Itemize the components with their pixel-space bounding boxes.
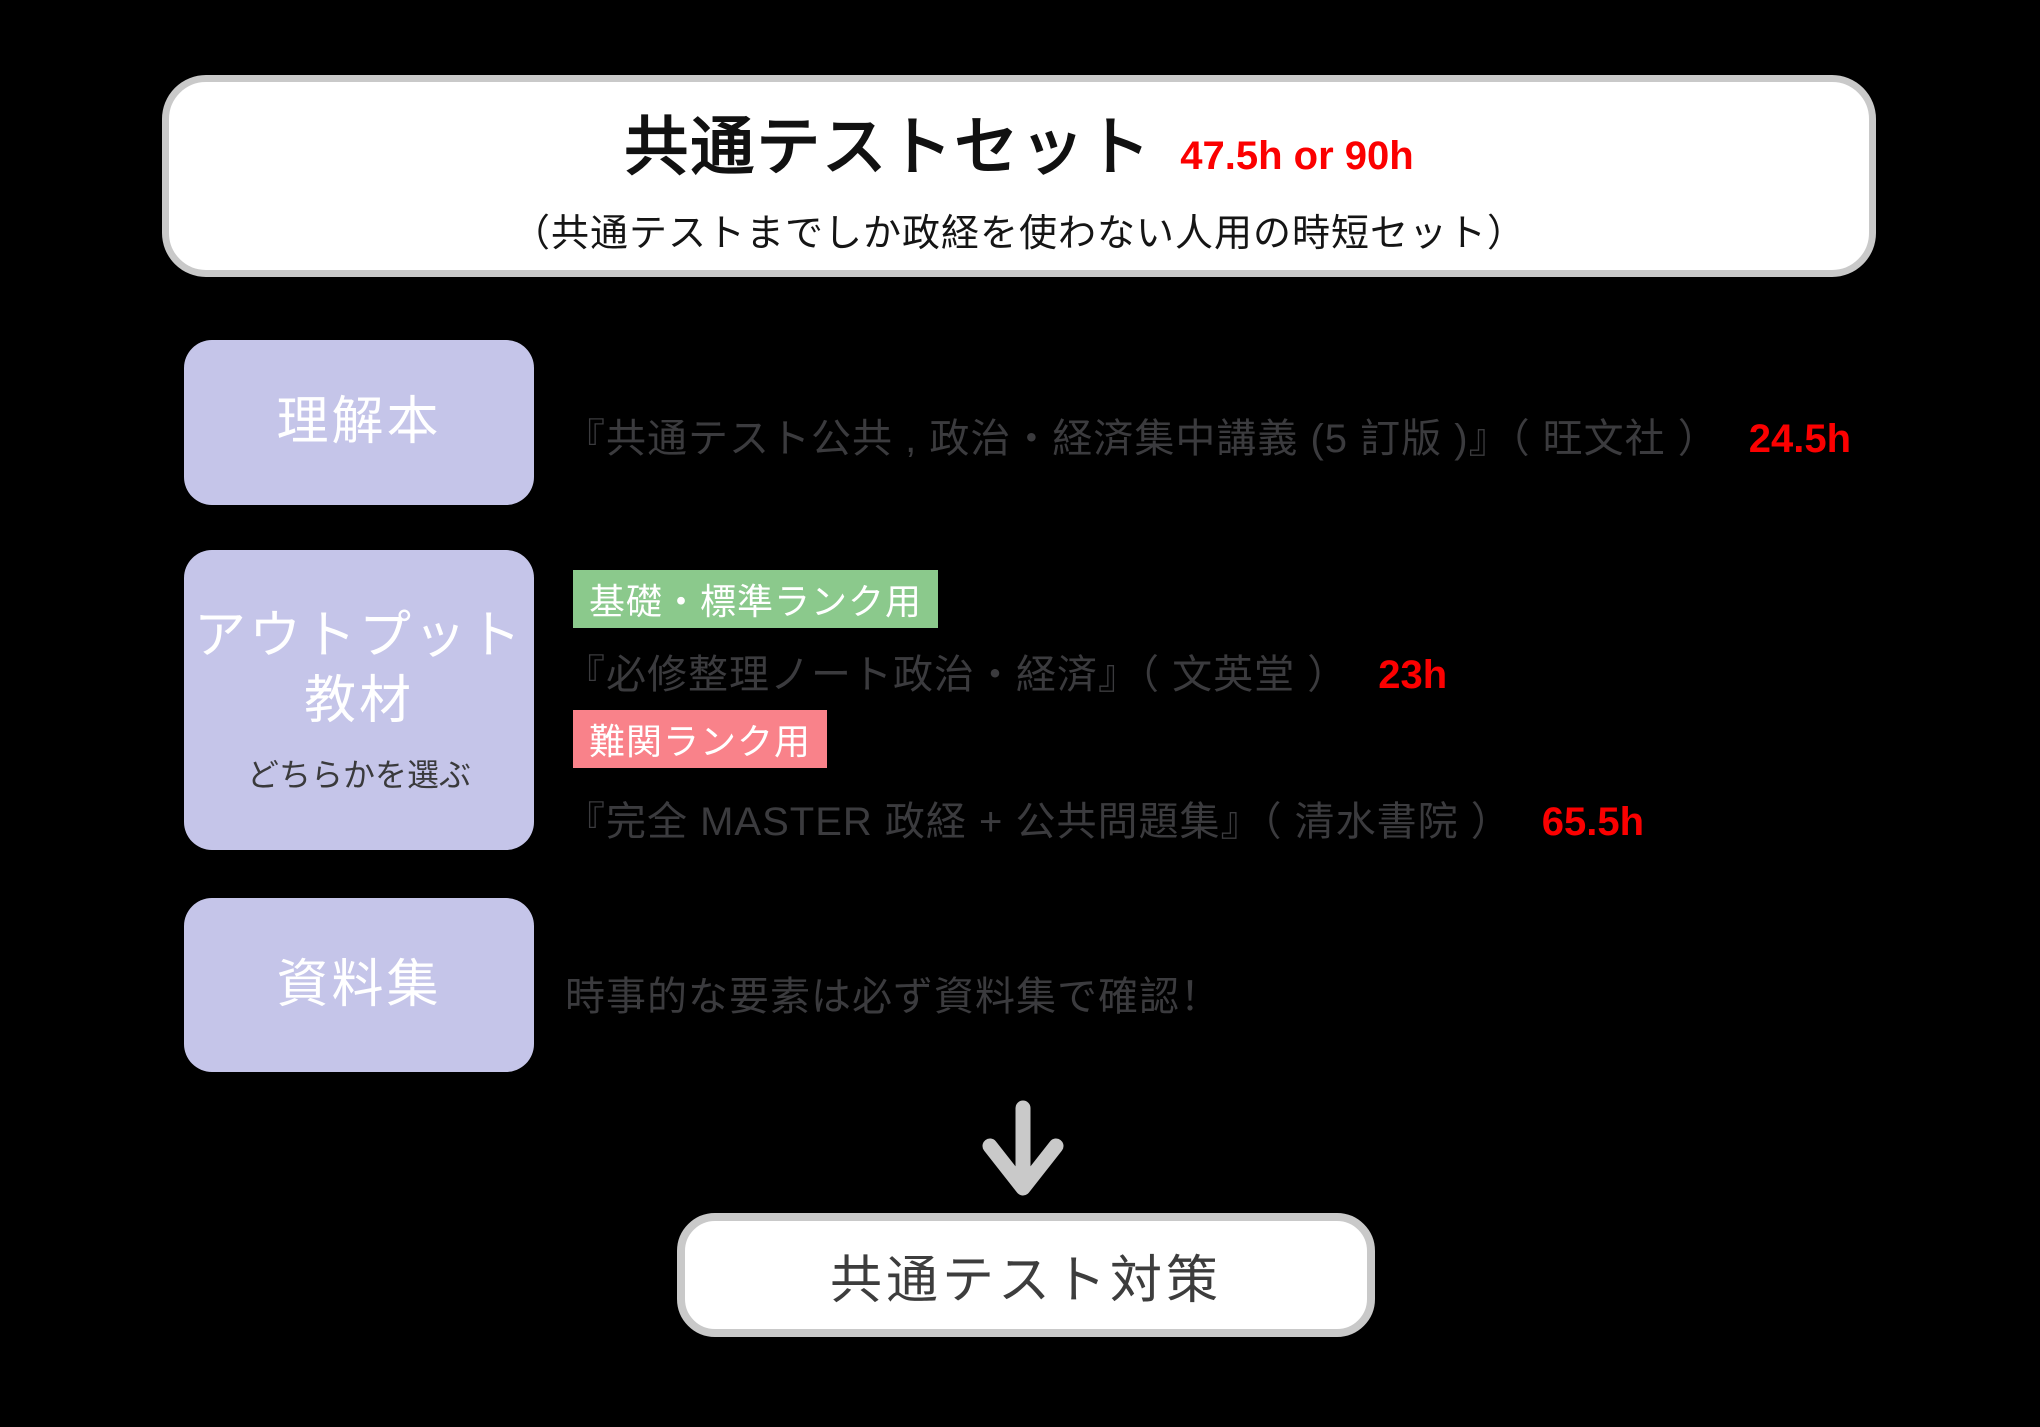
book-row-output-advanced: 『完全 MASTER 政経 + 公共問題集』（ 清水書院 ） 65.5h [565,789,1644,847]
title-card: 共通テストセット 47.5h or 90h （共通テストまでしか政経を使わない人… [162,75,1876,277]
section-label: アウトプット 教材 [194,604,524,734]
section-label-line1: アウトプット [193,607,524,665]
rank-badge-advanced: 難関ランク用 [573,710,828,768]
book-row-understanding: 『共通テスト公共 , 政治・経済集中講義 (5 訂版 )』（ 旺文社 ） 24.… [565,406,1851,464]
title-row: 共通テストセット 47.5h or 90h [624,96,1413,188]
book-hours: 24.5h [1748,417,1852,461]
down-arrow-icon [982,1100,1064,1196]
section-label: 理解本 [276,393,442,451]
book-hours: 65.5h [1541,800,1645,844]
book-hours: 23h [1378,653,1448,697]
book-title: 『共通テスト公共 , 政治・経済集中講義 (5 訂版 )』（ 旺文社 ） [565,417,1719,461]
page-title: 共通テストセット [624,110,1153,183]
reference-note-row: 時事的な要素は必ず資料集で確認！ [565,964,1221,1022]
section-box-understanding: 理解本 [184,340,534,505]
footer-card: 共通テスト対策 [677,1213,1375,1337]
page-subtitle: （共通テストまでしか政経を使わない人用の時短セット） [511,212,1526,255]
section-box-output: アウトプット 教材 どちらかを選ぶ [184,550,534,850]
section-label-line2: 教材 [303,672,414,730]
total-hours-label: 47.5h or 90h [1180,133,1414,178]
rank-badge-basic: 基礎・標準ランク用 [573,570,939,628]
reference-note: 時事的な要素は必ず資料集で確認！ [565,975,1221,1019]
section-box-reference: 資料集 [184,898,534,1072]
book-title: 『必修整理ノート政治・経済』（ 文英堂 ） [565,653,1349,697]
book-title: 『完全 MASTER 政経 + 公共問題集』（ 清水書院 ） [565,800,1512,844]
book-row-output-basic: 『必修整理ノート政治・経済』（ 文英堂 ） 23h [565,642,1447,700]
section-note: どちらかを選ぶ [246,757,471,793]
footer-label: 共通テスト対策 [829,1251,1222,1310]
section-label: 資料集 [276,955,442,1014]
